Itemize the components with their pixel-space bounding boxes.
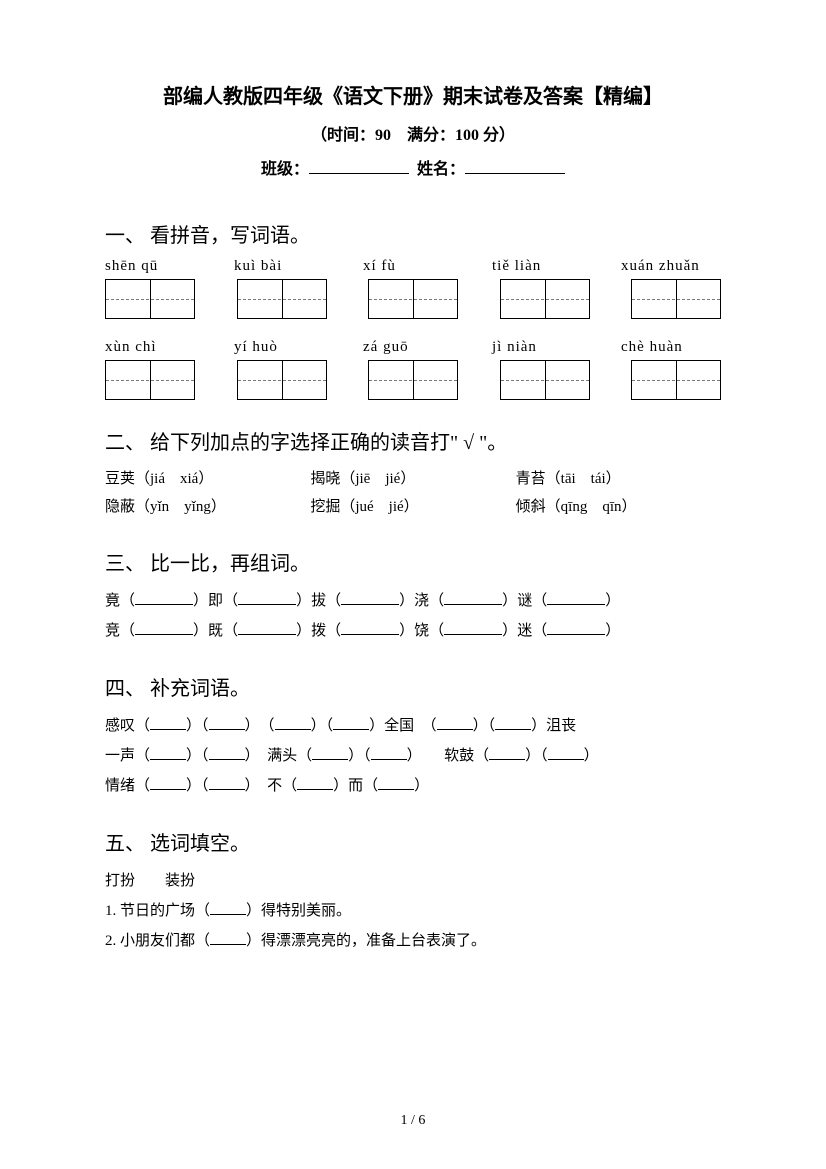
section2-row: 豆荚（jiá xiá） 揭晓（jiē jié） 青苔（tāi tái） xyxy=(105,465,721,493)
blank[interactable] xyxy=(333,716,369,730)
section2-item: 豆荚（jiá xiá） xyxy=(105,465,310,493)
pinyin-cell: zá guō xyxy=(363,339,463,356)
char-box[interactable] xyxy=(500,279,590,319)
name-label: 姓名： xyxy=(417,161,465,178)
blank[interactable] xyxy=(210,931,246,945)
blank[interactable] xyxy=(210,901,246,915)
blank[interactable] xyxy=(238,621,296,635)
charbox-row xyxy=(105,360,721,400)
char-box[interactable] xyxy=(368,360,458,400)
blank[interactable] xyxy=(341,621,399,635)
section5-heading: 五、 选词填空。 xyxy=(105,827,721,856)
section3-line2: 竞（）既（）拨（）饶（）迷（） xyxy=(105,616,721,646)
section2-item: 青苔（tāi tái） xyxy=(516,465,721,493)
section2-item: 倾斜（qīng qīn） xyxy=(516,493,721,521)
blank[interactable] xyxy=(135,621,193,635)
charbox-row xyxy=(105,279,721,319)
blank[interactable] xyxy=(135,591,193,605)
char-box[interactable] xyxy=(237,360,327,400)
section4-heading: 四、 补充词语。 xyxy=(105,672,721,701)
section2-item: 揭晓（jiē jié） xyxy=(310,465,515,493)
blank[interactable] xyxy=(150,746,186,760)
section3-line1: 竟（）即（）拔（）浇（）谜（） xyxy=(105,586,721,616)
pinyin-cell: jì niàn xyxy=(492,339,592,356)
section5-words: 打扮 装扮 xyxy=(105,866,721,896)
section4-line1: 感叹（）（） （）（）全国 （）（）沮丧 xyxy=(105,711,721,741)
pinyin-cell: shēn qū xyxy=(105,258,205,275)
blank[interactable] xyxy=(444,591,502,605)
section4-line3: 情绪（）（） 不（）而（） xyxy=(105,771,721,801)
blank[interactable] xyxy=(371,746,407,760)
blank[interactable] xyxy=(341,591,399,605)
section3-heading: 三、 比一比，再组词。 xyxy=(105,547,721,576)
blank[interactable] xyxy=(444,621,502,635)
char-box[interactable] xyxy=(105,360,195,400)
pinyin-cell: chè huàn xyxy=(621,339,721,356)
page-number: 1 / 6 xyxy=(0,1113,826,1129)
section2-row: 隐蔽（yǐn yǐng） 挖掘（jué jié） 倾斜（qīng qīn） xyxy=(105,493,721,521)
pinyin-cell: xí fù xyxy=(363,258,463,275)
blank[interactable] xyxy=(547,621,605,635)
page-title: 部编人教版四年级《语文下册》期末试卷及答案【精编】 xyxy=(105,80,721,109)
char-box[interactable] xyxy=(368,279,458,319)
blank[interactable] xyxy=(209,746,245,760)
blank[interactable] xyxy=(297,776,333,790)
pinyin-row-1: shēn qū kuì bài xí fù tiě liàn xuán zhuǎ… xyxy=(105,258,721,275)
pinyin-cell: tiě liàn xyxy=(492,258,592,275)
char-box[interactable] xyxy=(631,360,721,400)
section5-q1: 1. 节日的广场（）得特别美丽。 xyxy=(105,896,721,926)
char-box[interactable] xyxy=(500,360,590,400)
class-blank[interactable] xyxy=(309,160,409,174)
blank[interactable] xyxy=(275,716,311,730)
section2-heading: 二、 给下列加点的字选择正确的读音打" √ "。 xyxy=(105,426,721,455)
pinyin-cell: kuì bài xyxy=(234,258,334,275)
blank[interactable] xyxy=(495,716,531,730)
pinyin-row-2: xùn chì yí huò zá guō jì niàn chè huàn xyxy=(105,339,721,356)
blank[interactable] xyxy=(150,716,186,730)
blank[interactable] xyxy=(238,591,296,605)
class-name-row: 班级： 姓名： xyxy=(105,155,721,179)
blank[interactable] xyxy=(312,746,348,760)
blank[interactable] xyxy=(437,716,473,730)
blank[interactable] xyxy=(547,591,605,605)
section2-item: 隐蔽（yǐn yǐng） xyxy=(105,493,310,521)
blank[interactable] xyxy=(150,776,186,790)
pinyin-cell: xuán zhuǎn xyxy=(621,258,721,275)
char-box[interactable] xyxy=(237,279,327,319)
pinyin-cell: xùn chì xyxy=(105,339,205,356)
section5-q2: 2. 小朋友们都（）得漂漂亮亮的，准备上台表演了。 xyxy=(105,926,721,956)
section1-heading: 一、 看拼音，写词语。 xyxy=(105,219,721,248)
page-subtitle: （时间：90 满分：100 分） xyxy=(105,121,721,145)
blank[interactable] xyxy=(548,746,584,760)
class-label: 班级： xyxy=(261,161,309,178)
section4-line2: 一声（）（） 满头（）（） 软鼓（）（） xyxy=(105,741,721,771)
name-blank[interactable] xyxy=(465,160,565,174)
blank[interactable] xyxy=(378,776,414,790)
blank[interactable] xyxy=(209,776,245,790)
char-box[interactable] xyxy=(105,279,195,319)
blank[interactable] xyxy=(489,746,525,760)
char-box[interactable] xyxy=(631,279,721,319)
blank[interactable] xyxy=(209,716,245,730)
pinyin-cell: yí huò xyxy=(234,339,334,356)
section2-item: 挖掘（jué jié） xyxy=(310,493,515,521)
